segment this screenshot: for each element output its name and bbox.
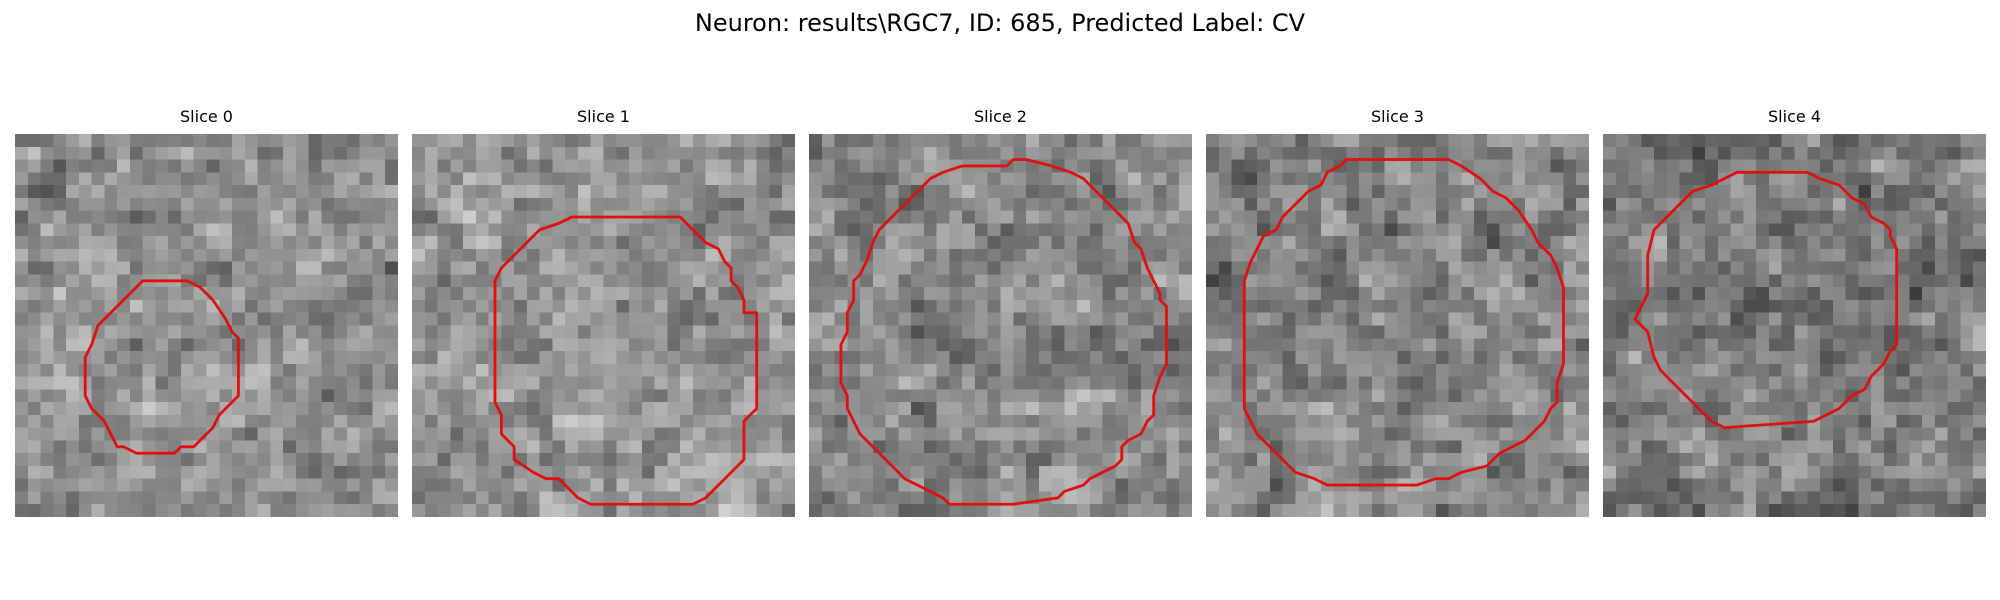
cell-contour-3 bbox=[1242, 158, 1565, 487]
slice-image-1 bbox=[412, 134, 795, 517]
slice-title-4: Slice 4 bbox=[1768, 107, 1821, 126]
cell-contour-4 bbox=[1633, 170, 1899, 430]
figure-title: Neuron: results\RGC7, ID: 685, Predicted… bbox=[694, 9, 1306, 37]
slice-image-3 bbox=[1206, 134, 1589, 517]
slice-title-1: Slice 1 bbox=[577, 107, 630, 126]
cell-contour-0 bbox=[83, 279, 240, 455]
slice-image-2 bbox=[809, 134, 1192, 517]
slice-title-3: Slice 3 bbox=[1371, 107, 1424, 126]
slice-image-0 bbox=[15, 134, 398, 517]
cell-contour-1 bbox=[493, 215, 759, 506]
cell-contour-2 bbox=[839, 158, 1168, 506]
slice-title-2: Slice 2 bbox=[974, 107, 1027, 126]
slice-image-4 bbox=[1603, 134, 1986, 517]
slice-title-0: Slice 0 bbox=[180, 107, 233, 126]
